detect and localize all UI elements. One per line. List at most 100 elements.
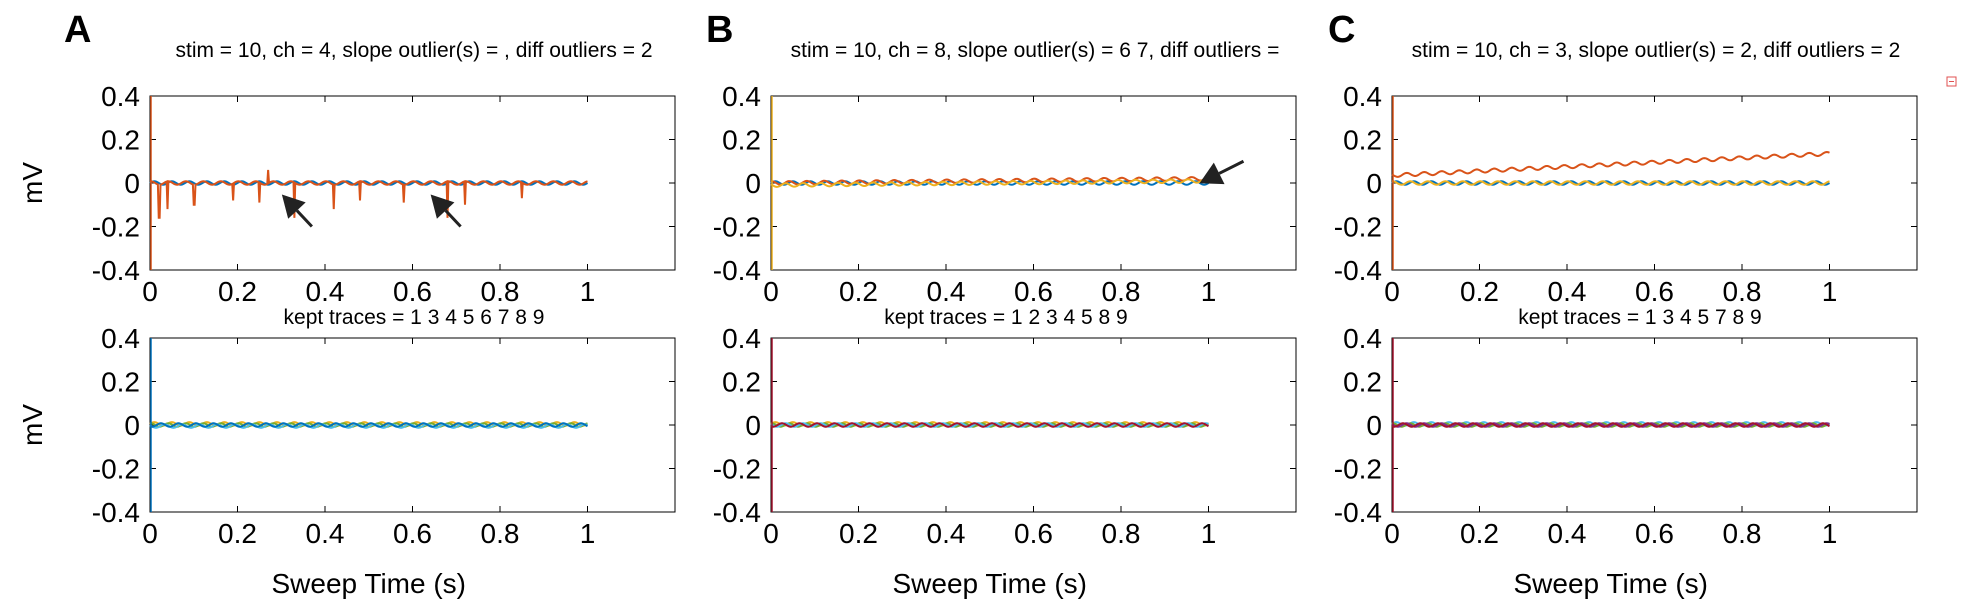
trace-line	[149, 169, 588, 219]
y-tick-label: 0.2	[101, 125, 140, 156]
x-tick-label: 0.8	[1723, 518, 1762, 549]
y-tick-label: 0.2	[722, 367, 761, 398]
annotation-arrow-shaft	[1218, 159, 1245, 175]
y-tick-label: 0.4	[722, 323, 761, 354]
x-tick-label: 0	[142, 518, 158, 549]
trace-line	[1391, 180, 1830, 186]
x-tick-label: 0.4	[1548, 276, 1587, 307]
x-tick-label: 0.2	[218, 276, 257, 307]
x-tick-label: 0.8	[1723, 276, 1762, 307]
y-tick-label: 0	[124, 410, 140, 441]
y-tick-label: -0.4	[713, 497, 761, 528]
y-tick-label: -0.4	[713, 255, 761, 286]
trace-line	[770, 422, 1209, 428]
y-tick-label: -0.4	[92, 255, 140, 286]
x-tick-label: 0	[1384, 276, 1400, 307]
y-tick-label: -0.4	[1334, 497, 1382, 528]
x-tick-label: 0	[763, 518, 779, 549]
x-tick-label: 0.2	[839, 518, 878, 549]
y-tick-label: 0	[1366, 410, 1382, 441]
x-tick-label: 0.4	[306, 518, 345, 549]
x-tick-label: 0.2	[1460, 276, 1499, 307]
y-tick-label: -0.2	[1334, 454, 1382, 485]
x-tick-label: 0	[1384, 518, 1400, 549]
y-tick-label: 0.4	[1343, 81, 1382, 112]
y-axis-label: mV	[17, 162, 48, 204]
x-tick-label: 0.8	[481, 518, 520, 549]
y-tick-label: 0.2	[722, 125, 761, 156]
subplot-title: stim = 10, ch = 4, slope outlier(s) = , …	[175, 39, 652, 62]
trace-line	[1391, 151, 1830, 178]
y-tick-label: -0.4	[92, 497, 140, 528]
x-tick-label: 0.8	[1102, 276, 1141, 307]
trace-line	[770, 178, 1209, 188]
y-axis-label: mV	[17, 404, 48, 446]
y-tick-label: 0	[124, 168, 140, 199]
x-tick-label: 0.6	[1014, 276, 1053, 307]
panel-letter-a: A	[64, 9, 91, 51]
y-tick-label: 0.4	[101, 323, 140, 354]
x-tick-label: 0.2	[839, 276, 878, 307]
panel-letter-c: C	[1328, 9, 1355, 51]
y-tick-label: -0.2	[713, 212, 761, 243]
x-tick-label: 0.6	[393, 276, 432, 307]
y-tick-label: 0.2	[101, 367, 140, 398]
y-tick-label: -0.2	[1334, 212, 1382, 243]
x-tick-label: 1	[580, 276, 596, 307]
y-tick-label: -0.2	[92, 454, 140, 485]
x-axis-label: Sweep Time (s)	[893, 568, 1088, 599]
subplot-title: kept traces = 1 2 3 4 5 8 9	[884, 306, 1127, 329]
x-tick-label: 0.4	[927, 276, 966, 307]
y-tick-label: 0	[745, 410, 761, 441]
panel-letter-b: B	[706, 9, 733, 51]
x-tick-label: 0.4	[927, 518, 966, 549]
x-tick-label: 1	[1201, 518, 1217, 549]
x-tick-label: 0.2	[218, 518, 257, 549]
x-tick-label: 0.4	[306, 276, 345, 307]
y-tick-label: 0.4	[1343, 323, 1382, 354]
y-tick-label: -0.2	[92, 212, 140, 243]
x-tick-label: 1	[1822, 276, 1838, 307]
y-tick-label: -0.2	[713, 454, 761, 485]
x-tick-label: 1	[1201, 276, 1217, 307]
x-tick-label: 1	[580, 518, 596, 549]
x-tick-label: 0.6	[393, 518, 432, 549]
annotation-arrow-shaft	[295, 209, 313, 228]
x-tick-label: 0.6	[1635, 518, 1674, 549]
x-tick-label: 0.2	[1460, 518, 1499, 549]
x-tick-label: 1	[1822, 518, 1838, 549]
x-tick-label: 0	[142, 276, 158, 307]
annotation-arrow-shaft	[444, 209, 462, 228]
x-tick-label: 0.6	[1014, 518, 1053, 549]
y-tick-label: 0.2	[1343, 367, 1382, 398]
y-tick-label: 0.2	[1343, 125, 1382, 156]
subplot-title: stim = 10, ch = 3, slope outlier(s) = 2,…	[1412, 39, 1901, 62]
export-marker-icon	[1946, 76, 1957, 87]
x-tick-label: 0.4	[1548, 518, 1587, 549]
annotation-arrow-head	[430, 194, 455, 219]
x-axis-label: Sweep Time (s)	[272, 568, 467, 599]
subplot-title: kept traces = 1 3 4 5 7 8 9	[1518, 306, 1761, 329]
y-tick-label: 0.4	[101, 81, 140, 112]
x-tick-label: 0.6	[1635, 276, 1674, 307]
y-tick-label: -0.4	[1334, 255, 1382, 286]
subplot-title: kept traces = 1 3 4 5 6 7 8 9	[284, 306, 545, 329]
x-axis-label: Sweep Time (s)	[1514, 568, 1709, 599]
trace-line	[149, 422, 588, 428]
x-tick-label: 0.8	[1102, 518, 1141, 549]
trace-line	[1391, 422, 1830, 428]
y-tick-label: 0.4	[722, 81, 761, 112]
y-tick-label: 0	[745, 168, 761, 199]
annotation-arrow-head	[1199, 162, 1225, 185]
annotation-arrow-head	[281, 194, 306, 219]
subplot-title: stim = 10, ch = 8, slope outlier(s) = 6 …	[791, 39, 1280, 62]
x-tick-label: 0	[763, 276, 779, 307]
